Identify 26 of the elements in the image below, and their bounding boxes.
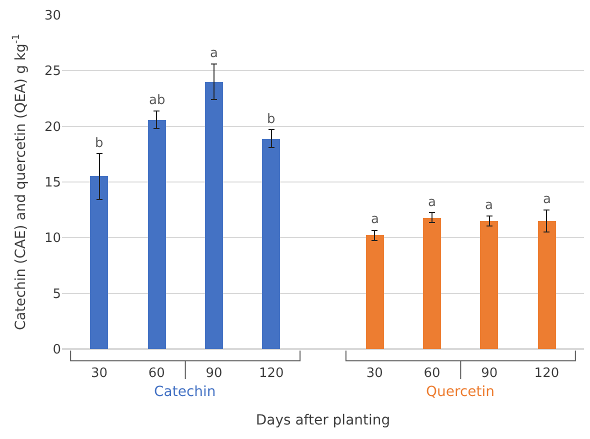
x-tick-label: 60 — [148, 366, 165, 381]
x-axis-title: Days after planting — [256, 412, 390, 428]
x-tick-label: 30 — [366, 366, 383, 381]
x-tick-label: 120 — [258, 366, 284, 381]
y-tick-label: 25 — [44, 64, 61, 80]
x-tick-label: 120 — [534, 366, 560, 381]
x-tick-label: 90 — [481, 366, 498, 381]
text: Catechin — [154, 384, 216, 400]
y-tick-label: 20 — [44, 120, 61, 135]
y-tick-label: 30 — [44, 8, 61, 24]
y-tick-label: 0 — [52, 342, 61, 358]
y-tick-label: 5 — [52, 286, 61, 302]
x-tick-label: 90 — [206, 366, 222, 381]
data-label: a — [485, 198, 493, 213]
data-label: a — [428, 195, 436, 210]
data-label: a — [371, 212, 379, 227]
y-tick-label: 15 — [44, 176, 61, 191]
data-label: a — [210, 46, 218, 61]
data-label: b — [95, 136, 104, 151]
x-tick-label: 60 — [424, 366, 440, 381]
data-label: ab — [149, 93, 166, 108]
data-label: b — [267, 112, 276, 127]
y-tick-label: 10 — [44, 231, 61, 246]
data-label: a — [543, 192, 551, 207]
text: Quercetin — [426, 384, 495, 400]
x-tick-label: 30 — [91, 366, 108, 381]
